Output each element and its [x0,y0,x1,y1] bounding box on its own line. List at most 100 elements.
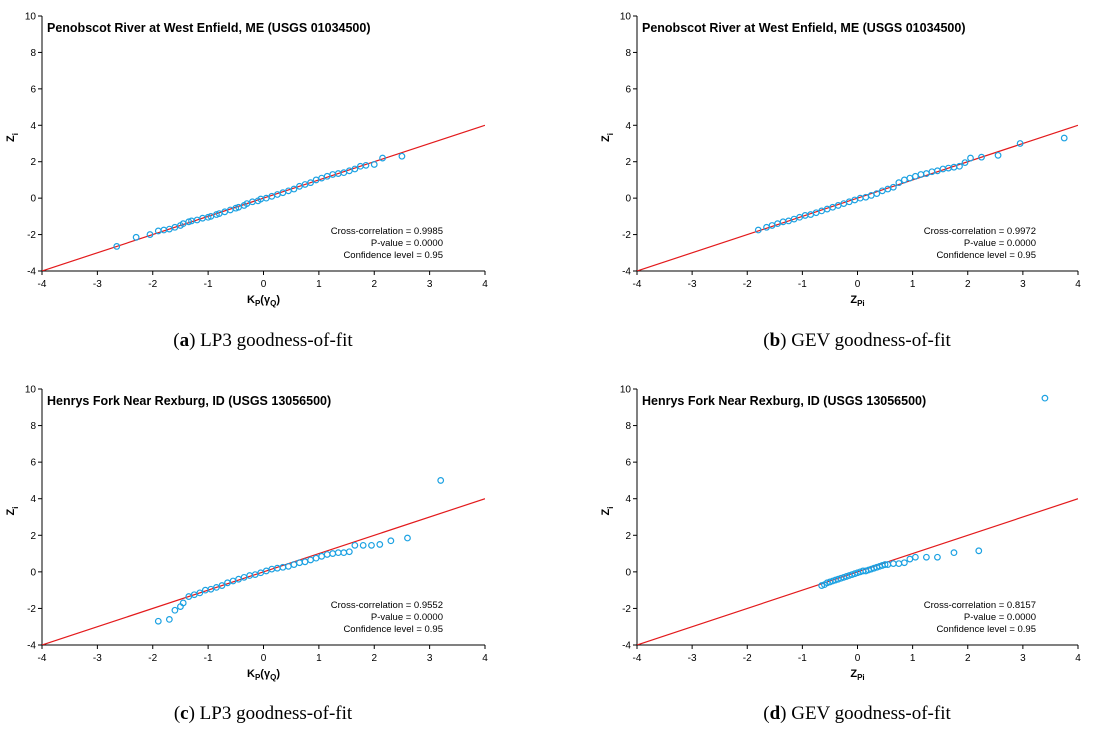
data-point [889,560,897,568]
data-point [900,176,908,184]
x-tick-label: 3 [1020,279,1026,290]
data-point [351,541,359,549]
y-tick-label: 6 [30,458,36,469]
data-point [323,551,331,558]
x-tick-label: -1 [204,279,213,290]
data-point [994,151,1002,159]
x-tick-label: -3 [688,653,697,664]
chart-panel-a: -4 -3 -2 -1 0 1 2 3 4 -4 -2 0 2 4 6 8 10 Penobscot River … [5,12,488,352]
x-tick-label: 3 [1020,653,1026,664]
x-tick-label: -2 [743,653,752,664]
stat-line: P-value = 0.0000 [964,238,1036,249]
panel-caption: (b) GEV goodness-of-fit [763,330,951,351]
data-point [218,582,226,589]
x-tick-label: -4 [633,279,642,290]
x-tick-label: 4 [1075,653,1081,664]
x-tick-label: 1 [316,279,322,290]
stat-line: Confidence level = 0.95 [936,624,1036,635]
data-point [961,159,969,167]
data-point [950,549,958,557]
x-tick-label: 0 [261,279,267,290]
x-tick-label: 1 [910,653,916,664]
data-point [307,556,314,564]
x-tick-label: 1 [316,653,322,664]
y-tick-label: 10 [620,385,632,396]
data-point [1016,140,1024,147]
x-tick-label: -3 [688,279,697,290]
chart-title: Henrys Fork Near Rexburg, ID (USGS 13056… [642,394,926,408]
x-tick-label: 4 [482,279,488,290]
y-tick-label: 8 [625,48,631,59]
chart-panel-c: -4 -3 -2 -1 0 1 2 3 4 -4 -2 0 2 4 6 8 10 Henrys Fork Near… [5,385,488,725]
data-point [934,553,941,561]
data-point [906,555,914,563]
data-point [329,550,337,557]
data-point [340,549,348,557]
chart-title: Penobscot River at West Enfield, ME (USG… [642,21,966,35]
data-point [113,243,121,250]
panel-caption: (c) LP3 goodness-of-fit [174,703,353,724]
x-tick-label: 0 [261,653,267,664]
data-point [873,190,881,197]
y-axis-label: Zi [600,133,615,142]
x-tick-label: 2 [965,653,971,664]
stat-line: Confidence level = 0.95 [343,250,443,261]
data-point [290,561,298,568]
y-tick-label: 8 [30,421,36,432]
data-point [911,553,919,561]
y-tick-label: 6 [625,84,631,95]
data-point [911,172,919,180]
stat-line: Cross-correlation = 0.8157 [924,600,1036,611]
x-tick-label: 0 [855,279,861,290]
data-point [171,606,179,614]
x-tick-label: -1 [798,279,807,290]
data-point [318,552,326,560]
stat-line: P-value = 0.0000 [371,238,443,249]
data-point [154,617,162,625]
y-tick-label: 6 [625,458,631,469]
data-point [296,559,303,567]
x-tick-label: -3 [93,653,102,664]
y-tick-label: 10 [25,385,37,396]
data-point [398,152,406,160]
data-point [975,547,983,555]
y-tick-label: 0 [625,194,631,205]
data-point [196,589,204,597]
data-point [379,154,386,162]
data-point [368,541,375,549]
y-axis-label: Zi [5,507,20,516]
data-point [132,233,140,241]
y-tick-label: 4 [30,121,36,132]
y-tick-label: 2 [30,531,36,542]
y-tick-label: -4 [622,641,631,652]
data-point [312,554,320,562]
data-point [967,154,974,162]
panel-caption: (a) LP3 goodness-of-fit [173,330,353,351]
y-tick-label: 2 [625,531,631,542]
data-point [754,226,762,234]
x-axis-label: KP(γQ) [247,668,280,682]
y-tick-label: 4 [30,494,36,505]
x-tick-label: 2 [371,653,377,664]
y-tick-label: 8 [625,421,631,432]
x-tick-label: 2 [965,279,971,290]
x-tick-label: 3 [427,279,433,290]
data-point [889,183,897,191]
data-point [895,179,903,187]
x-tick-label: 0 [855,653,861,664]
x-tick-label: -4 [38,653,47,664]
data-point [978,153,985,161]
y-tick-label: 2 [625,157,631,168]
data-point [285,562,292,570]
x-tick-label: 4 [1075,279,1081,290]
y-tick-label: -2 [27,230,36,241]
data-point [179,599,187,607]
data-point [895,560,903,568]
x-axis-label: KP(γQ) [247,294,280,308]
data-point [370,161,378,168]
data-point [165,616,173,623]
y-tick-label: -4 [27,267,36,278]
data-point [881,561,889,568]
x-tick-label: -1 [204,653,213,664]
